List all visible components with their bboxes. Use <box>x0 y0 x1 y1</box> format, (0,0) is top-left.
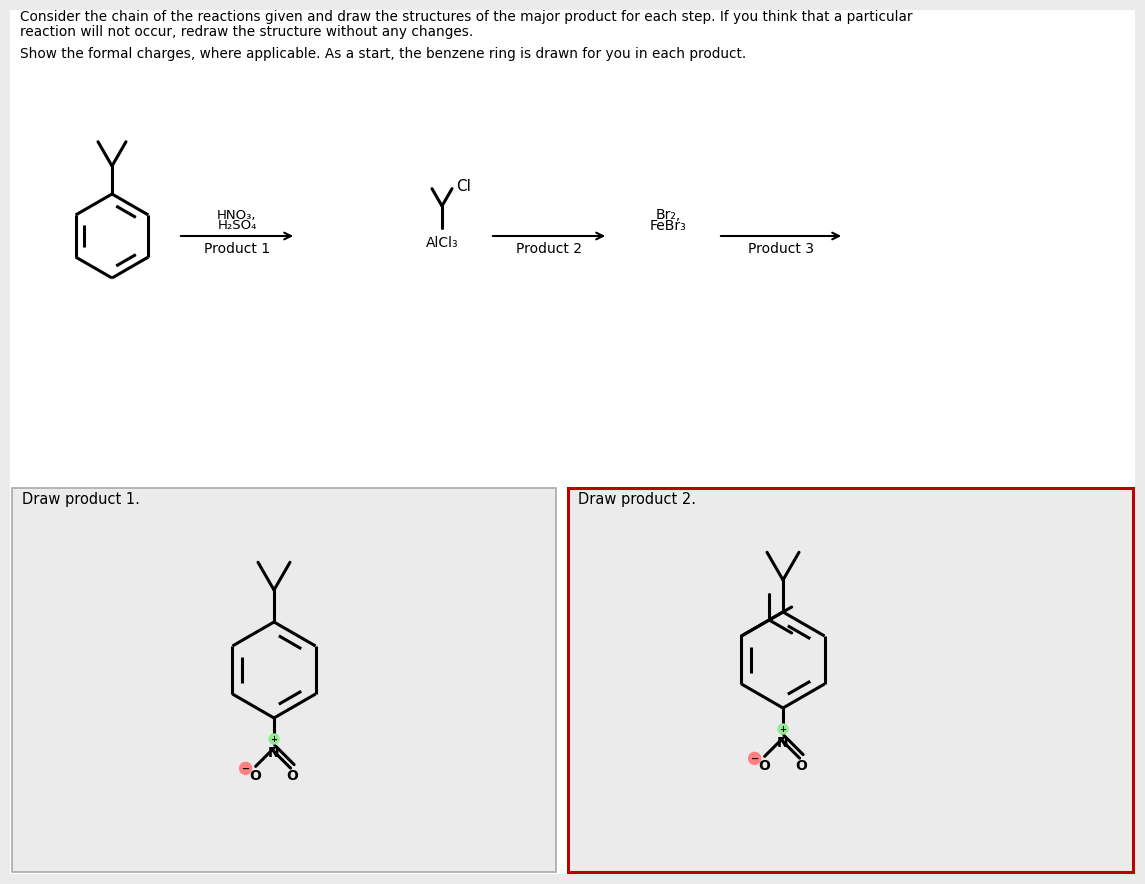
FancyBboxPatch shape <box>568 488 1134 872</box>
Text: Product 3: Product 3 <box>748 242 814 256</box>
Text: −: − <box>751 753 759 764</box>
Text: HNO₃,: HNO₃, <box>218 209 256 222</box>
Text: +: + <box>270 735 277 743</box>
Text: Product 1: Product 1 <box>204 242 270 256</box>
Text: O: O <box>250 769 261 783</box>
Text: AlCl₃: AlCl₃ <box>426 236 458 250</box>
Circle shape <box>269 734 279 744</box>
Text: N: N <box>268 746 279 760</box>
Text: Draw product 1.: Draw product 1. <box>22 492 140 507</box>
Text: −: − <box>242 764 250 774</box>
Text: Draw product 2.: Draw product 2. <box>578 492 696 507</box>
FancyBboxPatch shape <box>11 488 556 872</box>
Text: Br₂,: Br₂, <box>655 208 680 222</box>
Text: O: O <box>286 769 299 783</box>
Circle shape <box>239 762 252 774</box>
FancyBboxPatch shape <box>10 10 1135 874</box>
Text: O: O <box>759 759 771 774</box>
Circle shape <box>749 752 760 765</box>
Text: O: O <box>796 759 807 774</box>
Text: Cl: Cl <box>456 179 471 194</box>
Text: reaction will not occur, redraw the structure without any changes.: reaction will not occur, redraw the stru… <box>19 25 473 39</box>
Text: Product 2: Product 2 <box>516 242 582 256</box>
Text: Show the formal charges, where applicable. As a start, the benzene ring is drawn: Show the formal charges, where applicabl… <box>19 47 747 61</box>
Text: Consider the chain of the reactions given and draw the structures of the major p: Consider the chain of the reactions give… <box>19 10 913 24</box>
Text: H₂SO₄: H₂SO₄ <box>218 219 256 232</box>
Text: N: N <box>777 736 789 750</box>
Text: FeBr₃: FeBr₃ <box>649 219 686 233</box>
Circle shape <box>777 724 788 734</box>
Text: +: + <box>780 725 787 734</box>
